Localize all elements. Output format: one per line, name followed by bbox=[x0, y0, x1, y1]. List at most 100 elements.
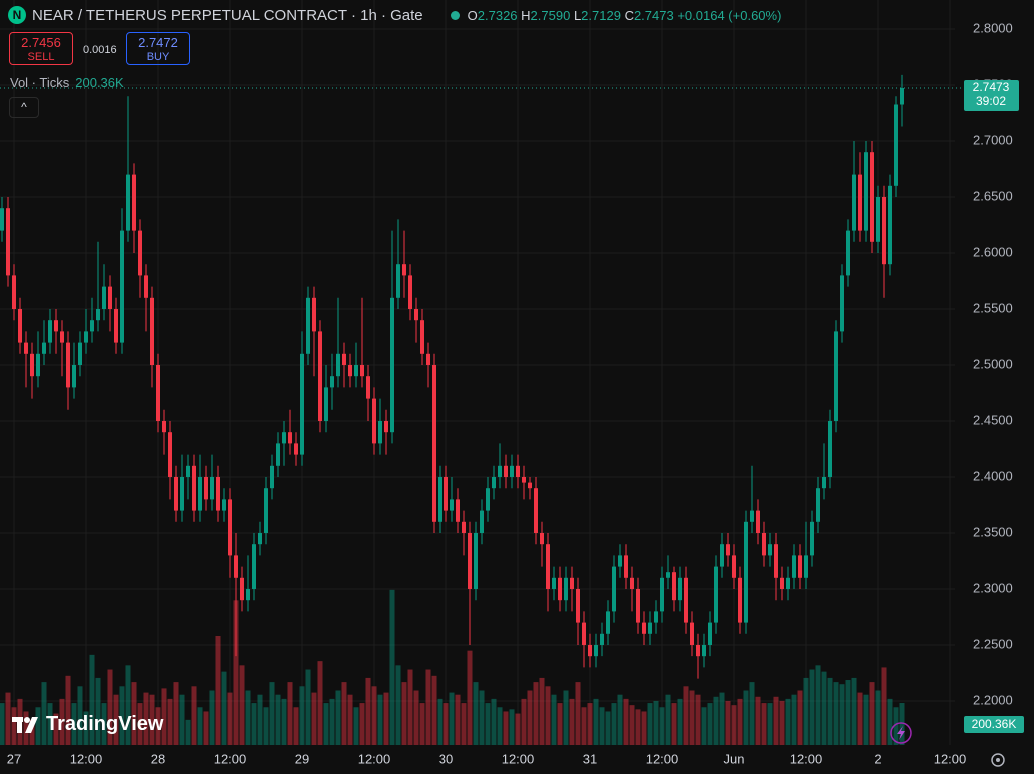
volume-bar bbox=[641, 711, 647, 745]
candle-body bbox=[342, 353, 346, 365]
y-tick-label: 2.8000 bbox=[973, 20, 1013, 35]
candle-body bbox=[732, 555, 736, 578]
candle-body bbox=[378, 420, 382, 444]
volume-bar bbox=[305, 669, 311, 745]
volume-bar bbox=[461, 703, 467, 745]
candle-body bbox=[840, 275, 844, 332]
volume-pane bbox=[0, 589, 905, 745]
spread: 0.0016 bbox=[83, 44, 117, 56]
candle-body bbox=[186, 465, 190, 477]
candle-body bbox=[522, 476, 526, 483]
indicator-value: 200.36K bbox=[75, 75, 124, 90]
candle-body bbox=[486, 488, 490, 511]
volume-bar bbox=[791, 694, 797, 745]
alert-icon[interactable] bbox=[890, 722, 912, 744]
countdown: 39:02 bbox=[976, 94, 1006, 108]
volume-bar bbox=[443, 703, 449, 745]
volume-bar bbox=[665, 694, 671, 745]
candle-body bbox=[534, 488, 538, 533]
volume-bar bbox=[35, 707, 41, 745]
candle-body bbox=[594, 644, 598, 657]
x-tick-label: 12:00 bbox=[358, 751, 391, 766]
candle-body bbox=[564, 577, 568, 601]
candle-body bbox=[0, 208, 4, 231]
candle-body bbox=[600, 633, 604, 645]
candle-body bbox=[666, 572, 670, 578]
candle-body bbox=[408, 275, 412, 309]
candle-body bbox=[78, 342, 82, 365]
candle-body bbox=[708, 622, 712, 645]
volume-bar bbox=[413, 690, 419, 745]
candle-body bbox=[198, 476, 202, 511]
candle-body bbox=[300, 353, 304, 455]
candle-body bbox=[372, 398, 376, 444]
candle-body bbox=[168, 432, 172, 477]
candle-body bbox=[516, 465, 520, 477]
volume-bar bbox=[113, 694, 119, 745]
volume-bar bbox=[815, 665, 821, 745]
candle-body bbox=[462, 521, 466, 533]
collapse-button[interactable]: ^ bbox=[9, 97, 39, 118]
candle-body bbox=[204, 476, 208, 500]
candle-body bbox=[438, 476, 442, 522]
volume-bar bbox=[371, 686, 377, 745]
sell-button[interactable]: 2.7456 SELL bbox=[9, 32, 73, 65]
candle-body bbox=[156, 364, 160, 421]
symbol-title[interactable]: NEAR / TETHERUS PERPETUAL CONTRACT · 1h … bbox=[32, 6, 423, 24]
candle-body bbox=[306, 297, 310, 354]
candle-body bbox=[222, 499, 226, 511]
volume-bar bbox=[893, 707, 899, 745]
volume-bar bbox=[365, 677, 371, 745]
volume-bar bbox=[11, 707, 17, 745]
volume-bar bbox=[227, 692, 233, 745]
candle-body bbox=[288, 432, 292, 444]
volume-bar bbox=[341, 682, 347, 745]
volume-bar bbox=[821, 671, 827, 745]
candle-body bbox=[330, 376, 334, 388]
candle-body bbox=[798, 555, 802, 578]
ohlc-key: L bbox=[573, 7, 582, 23]
volume-bar bbox=[83, 711, 89, 745]
volume-bar bbox=[233, 600, 239, 745]
candle-body bbox=[432, 364, 436, 522]
candle-body bbox=[234, 555, 238, 578]
volume-bar bbox=[515, 713, 521, 745]
volume-bar bbox=[869, 682, 875, 745]
candle-body bbox=[606, 611, 610, 634]
volume-bar bbox=[653, 700, 659, 745]
volume-bar bbox=[425, 669, 431, 745]
volume-bar bbox=[845, 680, 851, 745]
buy-button[interactable]: 2.7472 BUY bbox=[126, 32, 190, 65]
volume-bar bbox=[125, 665, 131, 745]
volume-bar bbox=[539, 677, 545, 745]
x-tick-label: 27 bbox=[7, 751, 21, 766]
candle-body bbox=[318, 331, 322, 421]
volume-bar bbox=[5, 692, 11, 745]
candle-body bbox=[636, 588, 640, 623]
candle-body bbox=[804, 555, 808, 578]
volume-bar bbox=[749, 682, 755, 745]
candle-body bbox=[150, 297, 154, 365]
volume-bar bbox=[551, 694, 557, 745]
volume-bar bbox=[575, 682, 581, 745]
candle-body bbox=[642, 622, 646, 634]
volume-bar bbox=[353, 707, 359, 745]
ohlc-key: O bbox=[467, 7, 478, 23]
volume-bar bbox=[245, 690, 251, 745]
candle-body bbox=[654, 611, 658, 623]
x-tick-label: Jun bbox=[724, 751, 745, 766]
x-tick-label: 12:00 bbox=[790, 751, 823, 766]
candle-body bbox=[474, 532, 478, 589]
candle-body bbox=[228, 499, 232, 556]
candle-body bbox=[66, 342, 70, 388]
candle-body bbox=[294, 443, 298, 455]
candle-body bbox=[366, 376, 370, 399]
candle-body bbox=[726, 544, 730, 556]
volume-bar bbox=[467, 650, 473, 745]
candle-body bbox=[828, 420, 832, 477]
candle-body bbox=[210, 476, 214, 500]
candle-body bbox=[444, 476, 448, 511]
volume-bar bbox=[149, 694, 155, 745]
settings-icon[interactable] bbox=[991, 753, 1005, 767]
